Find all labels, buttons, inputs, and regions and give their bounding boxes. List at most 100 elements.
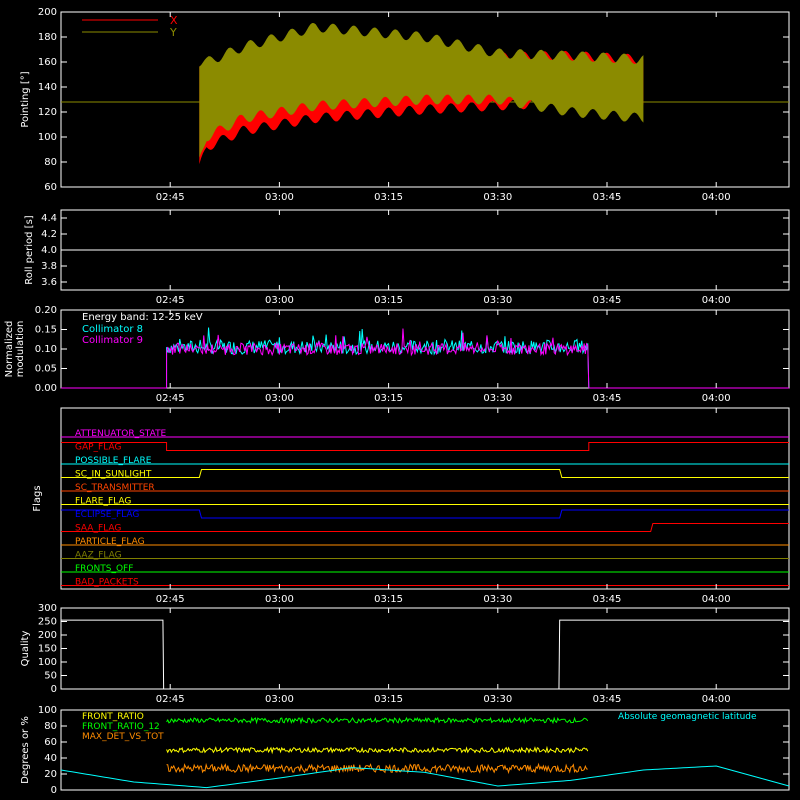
y-tick-label: 80: [44, 157, 57, 168]
series-max-det-vs-tot: [166, 762, 588, 775]
y-axis-label: Degrees or %: [20, 716, 31, 784]
geomagnetic-latitude-label: Absolute geomagnetic latitude: [618, 712, 757, 722]
y-tick-label: 250: [38, 617, 57, 628]
y-tick-label: 60: [44, 182, 57, 193]
y-tick-label: 180: [38, 32, 57, 43]
legend-front-ratio-12: FRONT_RATIO_12: [82, 722, 160, 732]
y-tick-label: 0: [51, 684, 57, 695]
y-tick-label: 40: [44, 753, 57, 764]
y-tick-label: 0: [51, 785, 57, 796]
x-tick-label: 04:00: [702, 295, 731, 306]
flags-panel: [60, 407, 790, 590]
y-axis-label: Pointing [°]: [20, 71, 31, 127]
y-tick-label: 150: [38, 644, 57, 655]
y-tick-label: 20: [44, 769, 57, 780]
y-tick-label: 100: [38, 657, 57, 668]
series-front-ratio: [166, 745, 589, 755]
series-absolute-geomagnetic-latitude: [60, 765, 790, 789]
y-tick-label: 100: [38, 132, 57, 143]
y-tick-label: 0.20: [35, 305, 57, 316]
legend-label-x: X: [170, 14, 178, 27]
flag-line-eclipse-flag: [61, 509, 789, 519]
x-tick-label: 03:15: [374, 192, 403, 203]
flag-label-possible-flare: POSSIBLE_FLARE: [75, 456, 152, 466]
flag-label-flare-flag: FLARE_FLAG: [75, 497, 131, 507]
x-tick-label: 03:00: [265, 393, 294, 404]
x-tick-label: 02:45: [156, 694, 185, 705]
series-collimator-8: [166, 327, 590, 389]
flag-label-aaz-flag: AAZ_FLAG: [75, 551, 122, 561]
x-tick-label: 03:30: [483, 694, 512, 705]
x-tick-label: 03:00: [265, 295, 294, 306]
x-tick-label: 03:15: [374, 694, 403, 705]
x-tick-label: 02:45: [156, 192, 185, 203]
x-tick-label: 04:00: [702, 192, 731, 203]
x-tick-label: 03:15: [374, 393, 403, 404]
degrees-panel: [60, 709, 790, 791]
x-tick-label: 04:00: [702, 694, 731, 705]
y-axis-label: Roll period [s]: [24, 215, 35, 284]
x-tick-label: 03:30: [483, 393, 512, 404]
x-tick-label: 03:30: [483, 295, 512, 306]
x-tick-label: 03:15: [374, 295, 403, 306]
y-axis-label: Quality: [20, 631, 31, 667]
x-tick-label: 03:45: [593, 295, 622, 306]
y-tick-label: 3.8: [41, 261, 57, 272]
x-tick-label: 03:45: [593, 694, 622, 705]
x-tick-label: 03:15: [374, 594, 403, 605]
x-tick-label: 03:00: [265, 192, 294, 203]
flag-line-saa-flag: [61, 523, 789, 532]
series-front-ratio-12: [166, 716, 589, 725]
y-tick-label: 160: [38, 57, 57, 68]
y-tick-label: 3.6: [41, 277, 57, 288]
y-tick-label: 4.4: [41, 213, 57, 224]
pointing-panel: [60, 11, 790, 188]
quality-line: [61, 619, 789, 690]
y-tick-label: 120: [38, 107, 57, 118]
y-axis-label: Flags: [32, 485, 43, 511]
x-tick-label: 02:45: [156, 295, 185, 306]
y-tick-label: 0.10: [35, 344, 57, 355]
flag-label-eclipse-flag: ECLIPSE_FLAG: [75, 510, 139, 520]
series-y-envelope: [199, 23, 644, 158]
y-tick-label: 0.00: [35, 383, 57, 394]
y-axis-label: Normalized: [4, 321, 15, 378]
flag-label-sc-transmitter: SC_TRANSMITTER: [75, 483, 155, 493]
y-tick-label: 0.15: [35, 325, 57, 336]
x-tick-label: 03:00: [265, 594, 294, 605]
y-axis-label: modulation: [15, 321, 26, 378]
energy-band-annotation: Energy band: 12-25 keV: [82, 312, 203, 323]
y-tick-label: 200: [38, 630, 57, 641]
y-tick-label: 100: [38, 705, 57, 716]
y-tick-label: 4.0: [41, 245, 57, 256]
y-tick-label: 80: [44, 721, 57, 732]
x-tick-label: 02:45: [156, 594, 185, 605]
flag-line-sc-in-sunlight: [61, 469, 789, 478]
y-tick-label: 140: [38, 82, 57, 93]
x-tick-label: 03:45: [593, 393, 622, 404]
flag-line-gap-flag: [61, 442, 789, 451]
x-tick-label: 03:30: [483, 192, 512, 203]
y-tick-label: 200: [38, 7, 57, 18]
y-tick-label: 300: [38, 603, 57, 614]
legend-max-det-vs-tot: MAX_DET_VS_TOT: [82, 732, 164, 742]
flag-label-sc-in-sunlight: SC_IN_SUNLIGHT: [75, 470, 152, 480]
legend-label-y: Y: [169, 26, 177, 39]
flag-label-saa-flag: SAA_FLAG: [75, 524, 121, 534]
flag-label-bad-packets: BAD_PACKETS: [75, 578, 139, 588]
legend-collimator-8: Collimator 8: [82, 324, 143, 335]
flag-label-attenuator-state: ATTENUATOR_STATE: [75, 429, 167, 439]
legend-collimator-9: Collimator 9: [82, 335, 143, 346]
x-tick-label: 03:30: [483, 594, 512, 605]
x-tick-label: 03:45: [593, 594, 622, 605]
legend-front-ratio: FRONT_RATIO: [82, 712, 144, 722]
flag-label-particle-flag: PARTICLE_FLAG: [75, 537, 145, 547]
y-tick-label: 4.2: [41, 229, 57, 240]
y-tick-label: 0.05: [35, 364, 57, 375]
series-collimator-9: [166, 328, 590, 389]
x-tick-label: 03:45: [593, 192, 622, 203]
x-tick-label: 04:00: [702, 393, 731, 404]
x-tick-label: 03:00: [265, 694, 294, 705]
y-tick-label: 50: [44, 671, 57, 682]
